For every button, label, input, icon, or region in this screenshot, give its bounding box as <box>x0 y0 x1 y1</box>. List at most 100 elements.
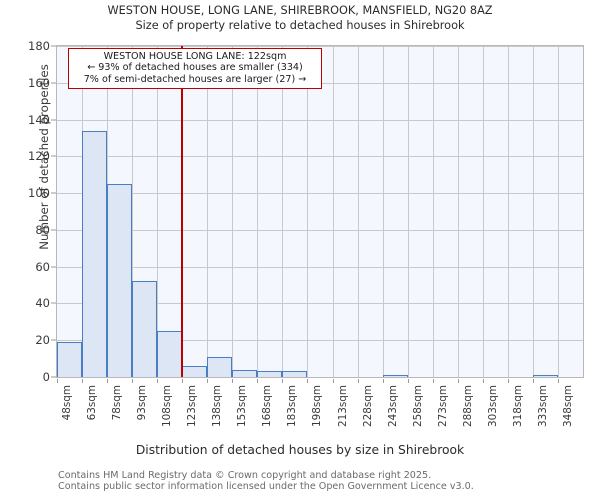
histogram-bar <box>132 281 158 377</box>
x-axis-tick-mark <box>207 379 209 383</box>
x-axis-tick-mark <box>107 379 109 383</box>
x-axis-tick-mark <box>132 379 134 383</box>
y-axis-tick-mark <box>51 339 56 341</box>
y-axis-tick-label: 40 <box>35 296 50 311</box>
gridline-vertical <box>357 46 359 377</box>
x-axis-tick-mark <box>182 379 184 383</box>
gridline-vertical <box>532 46 534 377</box>
gridline-vertical <box>432 46 434 377</box>
chart-title: WESTON HOUSE, LONG LANE, SHIREBROOK, MAN… <box>107 4 493 17</box>
y-axis-tick-label: 180 <box>28 39 50 53</box>
histogram-bar <box>532 375 558 377</box>
histogram-bar <box>82 130 108 377</box>
chart-title-block: WESTON HOUSE, LONG LANE, SHIREBROOK, MAN… <box>0 3 600 33</box>
gridline-vertical <box>257 46 259 377</box>
property-size-marker-line <box>181 46 184 377</box>
x-axis-tick-label: 273sqm <box>436 385 449 427</box>
gridline-vertical <box>557 46 559 377</box>
x-axis-tick-label: 183sqm <box>286 385 299 427</box>
x-axis-tick-label: 303sqm <box>486 385 499 427</box>
x-axis-tick-mark <box>82 379 84 383</box>
gridline-vertical <box>307 46 309 377</box>
x-axis-tick-label: 318sqm <box>511 385 524 427</box>
annotation-line-3: 7% of semi-detached houses are larger (2… <box>83 73 307 85</box>
gridline-vertical <box>507 46 509 377</box>
gridline-horizontal <box>57 193 583 195</box>
x-axis-tick-label: 288sqm <box>461 385 474 427</box>
y-axis-tick-label: 20 <box>35 333 50 348</box>
x-axis-tick-mark <box>157 379 159 383</box>
x-axis-tick-label: 93sqm <box>136 385 149 421</box>
histogram-bar <box>282 371 308 377</box>
x-axis-tick-label: 348sqm <box>561 385 574 427</box>
x-axis-ticks: 48sqm 63sqm 78sqm 93sqm 108sqm 123sqm 138sqm 15… <box>56 379 584 441</box>
histogram-bar <box>107 183 133 377</box>
x-axis-title: Distribution of detached houses by size … <box>135 443 465 457</box>
gridline-horizontal <box>57 266 583 268</box>
y-axis-title: Number of detached properties <box>37 64 51 250</box>
x-axis-tick-label: 123sqm <box>186 385 199 427</box>
x-axis-tick-label: 108sqm <box>161 385 174 427</box>
y-axis-tick-mark <box>51 119 56 121</box>
x-axis-tick-mark <box>432 379 434 383</box>
x-axis-tick-mark <box>307 379 309 383</box>
gridline-vertical <box>232 46 234 377</box>
y-axis-tick-label: 60 <box>35 259 50 274</box>
gridline-vertical <box>382 46 384 377</box>
gridline-vertical <box>482 46 484 377</box>
y-axis-tick-label: 80 <box>35 222 50 237</box>
x-axis-tick-label: 48sqm <box>61 385 73 421</box>
x-axis-tick-label: 153sqm <box>236 385 249 427</box>
bars-layer <box>57 46 583 377</box>
property-annotation-box: WESTON HOUSE LONG LANE: 122sqm ← 93% of … <box>68 48 322 90</box>
gridline-horizontal <box>57 229 583 231</box>
x-axis-tick-label: 63sqm <box>86 385 99 421</box>
histogram-bar <box>257 371 283 377</box>
x-axis-tick-label: 78sqm <box>111 385 124 421</box>
x-axis-tick-mark <box>507 379 509 383</box>
gridline-vertical <box>332 46 334 377</box>
y-axis-tick-mark <box>51 192 56 194</box>
x-axis-tick-mark <box>382 379 384 383</box>
x-axis-tick-mark <box>482 379 484 383</box>
x-axis-tick-mark <box>407 379 409 383</box>
gridline-horizontal <box>57 46 583 47</box>
y-axis-tick-mark <box>51 45 56 47</box>
x-axis-tick-mark <box>332 379 334 383</box>
gridline-horizontal <box>57 340 583 342</box>
gridline-vertical <box>132 46 134 377</box>
chart-subtitle: Size of property relative to detached ho… <box>135 19 465 32</box>
gridline-vertical <box>407 46 409 377</box>
y-axis-tick-mark <box>51 376 56 378</box>
x-axis-tick-label: 198sqm <box>311 385 324 427</box>
gridline-vertical <box>157 46 159 377</box>
gridline-vertical <box>207 46 209 377</box>
y-axis-tick-mark <box>51 302 56 304</box>
gridline-horizontal <box>57 119 583 121</box>
footer-attribution: Contains HM Land Registry data © Crown c… <box>58 470 598 492</box>
gridline-vertical <box>282 46 284 377</box>
gridline-horizontal <box>57 303 583 305</box>
x-axis-tick-mark <box>57 379 58 383</box>
histogram-bar <box>382 375 408 377</box>
annotation-line-2: ← 93% of detached houses are smaller (33… <box>87 62 303 74</box>
x-axis-tick-label: 258sqm <box>411 385 424 427</box>
y-axis-tick-mark <box>51 155 56 157</box>
x-axis-tick-mark <box>257 379 259 383</box>
y-axis-tick-mark <box>51 229 56 231</box>
gridline-vertical <box>457 46 459 377</box>
y-axis-tick-label: 0 <box>42 370 50 384</box>
footer-line-1: Contains HM Land Registry data © Crown c… <box>58 470 432 481</box>
x-axis-tick-mark <box>232 379 234 383</box>
x-axis-tick-mark <box>357 379 359 383</box>
y-axis-tick-label: 140 <box>28 112 50 127</box>
x-axis-tick-label: 333sqm <box>536 385 549 427</box>
x-axis-tick-mark <box>532 379 534 383</box>
y-axis-tick-label: 100 <box>28 186 50 201</box>
y-axis-ticks: 0 20 40 60 80 100 120 140 160 180 <box>0 39 600 384</box>
gridline-horizontal <box>57 156 583 158</box>
histogram-bar <box>207 356 233 377</box>
x-axis-tick-mark <box>457 379 459 383</box>
x-axis-tick-label: 243sqm <box>386 385 399 427</box>
